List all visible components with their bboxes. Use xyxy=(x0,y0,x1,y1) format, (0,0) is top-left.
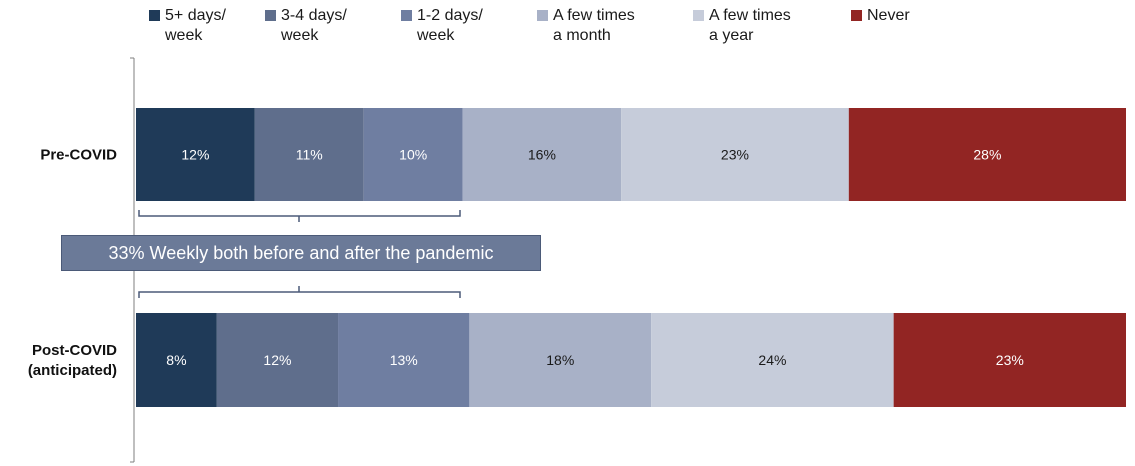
bar-segment-post-covid-anticipated-1-2-days-week xyxy=(338,313,470,407)
chart-legend: 5+ days/ week 3-4 days/ week 1-2 days/ w… xyxy=(0,6,1135,56)
legend-swatch-3-4-days xyxy=(265,10,276,21)
legend-label-never: Never xyxy=(867,7,910,24)
category-label-post-covid-anticipated: Post-COVID (anticipated) xyxy=(28,342,117,379)
legend-item-never: Never xyxy=(851,6,910,26)
legend-swatch-few-times-month xyxy=(537,10,548,21)
legend-label-3-4-days: 3-4 days/ week xyxy=(281,7,347,44)
legend-label-few-times-year: A few times a year xyxy=(709,7,791,44)
legend-item-5plus-days: 5+ days/ week xyxy=(149,6,226,46)
data-label-post-covid-anticipated-5-days-week: 8% xyxy=(166,352,186,368)
bar-segment-pre-covid-never xyxy=(848,108,1126,201)
bar-segment-post-covid-anticipated-a-few-times-a-year xyxy=(651,313,894,407)
brace-pre-covid xyxy=(138,210,461,222)
brace-post-covid xyxy=(138,286,461,298)
legend-label-5plus-days: 5+ days/ week xyxy=(165,7,226,44)
data-label-pre-covid-1-2-days-week: 10% xyxy=(399,147,427,163)
bar-segment-pre-covid-1-2-days-week xyxy=(363,108,463,201)
category-labels: Pre-COVID Post-COVID (anticipated) xyxy=(28,147,117,380)
legend-label-1-2-days: 1-2 days/ week xyxy=(417,7,483,44)
bar-segment-post-covid-anticipated-5-days-week xyxy=(136,313,217,407)
legend-swatch-5plus-days xyxy=(149,10,160,21)
data-label-pre-covid-5-days-week: 12% xyxy=(181,147,209,163)
legend-item-few-times-month: A few times a month xyxy=(537,6,635,46)
data-label-post-covid-anticipated-never: 23% xyxy=(996,352,1024,368)
legend-swatch-1-2-days xyxy=(401,10,412,21)
bar-segment-pre-covid-3-4-days-week xyxy=(254,108,364,201)
bar-segment-post-covid-anticipated-never xyxy=(893,313,1126,407)
weekly-callout-box: 33% Weekly both before and after the pan… xyxy=(61,235,541,271)
legend-swatch-few-times-year xyxy=(693,10,704,21)
bar-segment-pre-covid-5-days-week xyxy=(136,108,255,201)
data-label-post-covid-anticipated-1-2-days-week: 13% xyxy=(390,352,418,368)
category-label-pre-covid: Pre-COVID xyxy=(40,147,117,164)
legend-label-few-times-month: A few times a month xyxy=(553,7,635,44)
bar-segment-pre-covid-a-few-times-a-month xyxy=(462,108,622,201)
data-label-pre-covid-never: 28% xyxy=(973,147,1001,163)
data-label-pre-covid-a-few-times-a-month: 16% xyxy=(528,147,556,163)
bar-segment-post-covid-anticipated-3-4-days-week xyxy=(216,313,339,407)
bar-segment-pre-covid-a-few-times-a-year xyxy=(621,108,849,201)
legend-item-1-2-days: 1-2 days/ week xyxy=(401,6,483,46)
legend-item-3-4-days: 3-4 days/ week xyxy=(265,6,347,46)
data-label-pre-covid-3-4-days-week: 11% xyxy=(296,147,323,163)
legend-swatch-never xyxy=(851,10,862,21)
legend-item-few-times-year: A few times a year xyxy=(693,6,791,46)
bars-group: 12% 11% 10% 16% 23% 28% 8% 12% 13% 18% 24% 23% xyxy=(136,108,1126,407)
bar-segment-post-covid-anticipated-a-few-times-a-month xyxy=(469,313,652,407)
data-label-post-covid-anticipated-a-few-times-a-year: 24% xyxy=(758,352,786,368)
data-label-post-covid-anticipated-3-4-days-week: 12% xyxy=(263,352,291,368)
data-label-post-covid-anticipated-a-few-times-a-month: 18% xyxy=(546,352,574,368)
data-label-pre-covid-a-few-times-a-year: 23% xyxy=(721,147,749,163)
